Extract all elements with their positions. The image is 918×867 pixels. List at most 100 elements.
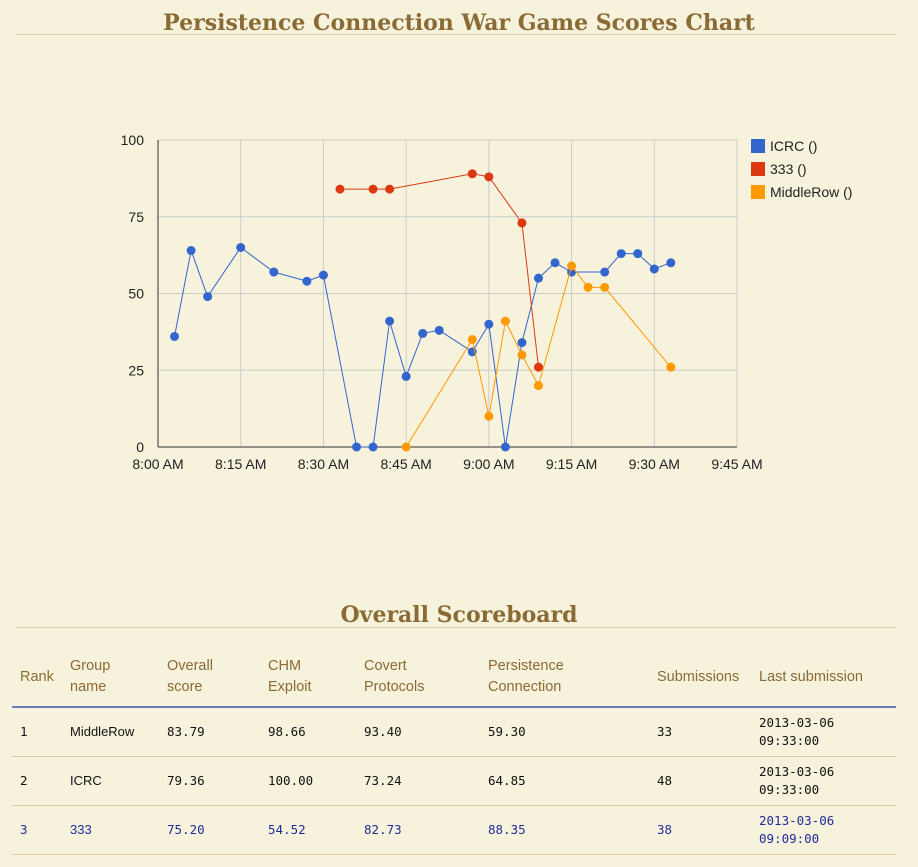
data-point <box>583 282 593 292</box>
legend-swatch <box>751 162 765 176</box>
column-header[interactable]: CHM Exploit <box>260 648 356 708</box>
data-point <box>302 276 312 286</box>
data-point <box>385 316 395 326</box>
cell-last-submission: 2013-03-06 09:09:00 <box>751 805 896 855</box>
data-point <box>434 325 444 335</box>
cell-persistence: 59.30 <box>480 707 649 757</box>
column-header[interactable]: Covert Protocols <box>356 648 480 708</box>
data-point <box>368 184 378 194</box>
series-line <box>340 173 539 368</box>
data-point <box>484 319 494 329</box>
column-header[interactable]: Group name <box>62 648 159 708</box>
legend-label: ICRC () <box>770 138 817 154</box>
x-tick-label: 8:30 AM <box>298 456 349 472</box>
data-point <box>600 267 610 277</box>
cell-covert: 93.40 <box>356 707 480 757</box>
data-point <box>170 331 180 341</box>
cell-group: MiddleRow <box>62 707 159 757</box>
x-tick-label: 8:15 AM <box>215 456 266 472</box>
cell-covert: 73.24 <box>356 756 480 806</box>
data-point <box>517 218 527 228</box>
data-point <box>467 335 477 345</box>
scoreboard-body: 1 MiddleRow 83.79 98.66 93.40 59.30 33 2013-03-… <box>12 707 896 855</box>
y-tick-label: 75 <box>128 209 144 225</box>
data-point <box>236 242 246 252</box>
data-point <box>203 292 213 302</box>
data-point <box>352 442 362 452</box>
cell-covert: 82.73 <box>356 805 480 855</box>
legend-swatch <box>751 185 765 199</box>
cell-rank: 1 <box>12 707 62 757</box>
x-tick-label: 9:30 AM <box>629 456 680 472</box>
data-point <box>517 350 527 360</box>
cell-overall: 83.79 <box>159 707 260 757</box>
data-point <box>269 267 279 277</box>
data-point <box>533 273 543 283</box>
legend-swatch <box>751 139 765 153</box>
data-point <box>484 172 494 182</box>
data-point <box>385 184 395 194</box>
data-point <box>500 316 510 326</box>
cell-overall: 75.20 <box>159 805 260 855</box>
data-point <box>600 282 610 292</box>
cell-overall: 79.36 <box>159 756 260 806</box>
cell-rank: 2 <box>12 756 62 806</box>
data-point <box>418 328 428 338</box>
column-header[interactable]: Persistence Connection <box>480 648 649 708</box>
cell-submissions: 48 <box>649 756 751 806</box>
data-point <box>567 261 577 271</box>
data-point <box>633 249 643 259</box>
data-point <box>368 442 378 452</box>
scoreboard-divider <box>16 627 896 628</box>
y-tick-label: 0 <box>136 439 144 455</box>
cell-group: ICRC <box>62 756 159 806</box>
cell-chm: 98.66 <box>260 707 356 757</box>
scoreboard-header-row: Rank Group name Overall score CHM Exploit Cover… <box>12 648 896 708</box>
data-point <box>186 246 196 256</box>
cell-persistence: 64.85 <box>480 756 649 806</box>
cell-last-submission: 2013-03-06 09:33:00 <box>751 707 896 757</box>
data-point <box>335 184 345 194</box>
column-header[interactable]: Submissions <box>649 648 751 708</box>
data-point <box>550 258 560 268</box>
cell-chm: 100.00 <box>260 756 356 806</box>
cell-submissions: 33 <box>649 707 751 757</box>
data-point <box>533 381 543 391</box>
x-tick-label: 8:00 AM <box>132 456 183 472</box>
legend-label: 333 () <box>770 161 807 177</box>
chart-title: Persistence Connection War Game Scores C… <box>163 10 755 36</box>
data-point <box>616 249 626 259</box>
x-tick-label: 9:15 AM <box>546 456 597 472</box>
cell-chm: 54.52 <box>260 805 356 855</box>
y-tick-label: 25 <box>128 362 144 378</box>
column-header[interactable]: Overall score <box>159 648 260 708</box>
column-header[interactable]: Rank <box>12 648 62 708</box>
series-line <box>405 264 672 448</box>
x-tick-label: 9:00 AM <box>463 456 514 472</box>
data-point <box>401 442 411 452</box>
data-point <box>500 442 510 452</box>
table-row: 2 ICRC 79.36 100.00 73.24 64.85 48 2013-03-06 09… <box>12 756 896 806</box>
data-point <box>666 258 676 268</box>
y-tick-label: 100 <box>121 132 145 148</box>
data-point <box>318 270 328 280</box>
title-divider <box>16 34 896 35</box>
x-tick-label: 9:45 AM <box>711 456 762 472</box>
data-point <box>401 371 411 381</box>
data-point <box>517 338 527 348</box>
data-point <box>649 264 659 274</box>
cell-rank: 3 <box>12 805 62 855</box>
series-line <box>174 246 671 448</box>
table-row: 3 333 75.20 54.52 82.73 88.35 38 2013-03-06 09:0… <box>12 805 896 855</box>
data-point <box>666 362 676 372</box>
legend-label: MiddleRow () <box>770 184 852 200</box>
y-tick-label: 50 <box>128 286 144 302</box>
scoreboard-table: Rank Group name Overall score CHM Exploit Cover… <box>12 648 896 855</box>
cell-group: 333 <box>62 805 159 855</box>
cell-persistence: 88.35 <box>480 805 649 855</box>
scoreboard-title: Overall Scoreboard <box>340 602 578 628</box>
cell-submissions: 38 <box>649 805 751 855</box>
column-header[interactable]: Last submission <box>751 648 896 708</box>
x-tick-label: 8:45 AM <box>380 456 431 472</box>
cell-last-submission: 2013-03-06 09:33:00 <box>751 756 896 806</box>
